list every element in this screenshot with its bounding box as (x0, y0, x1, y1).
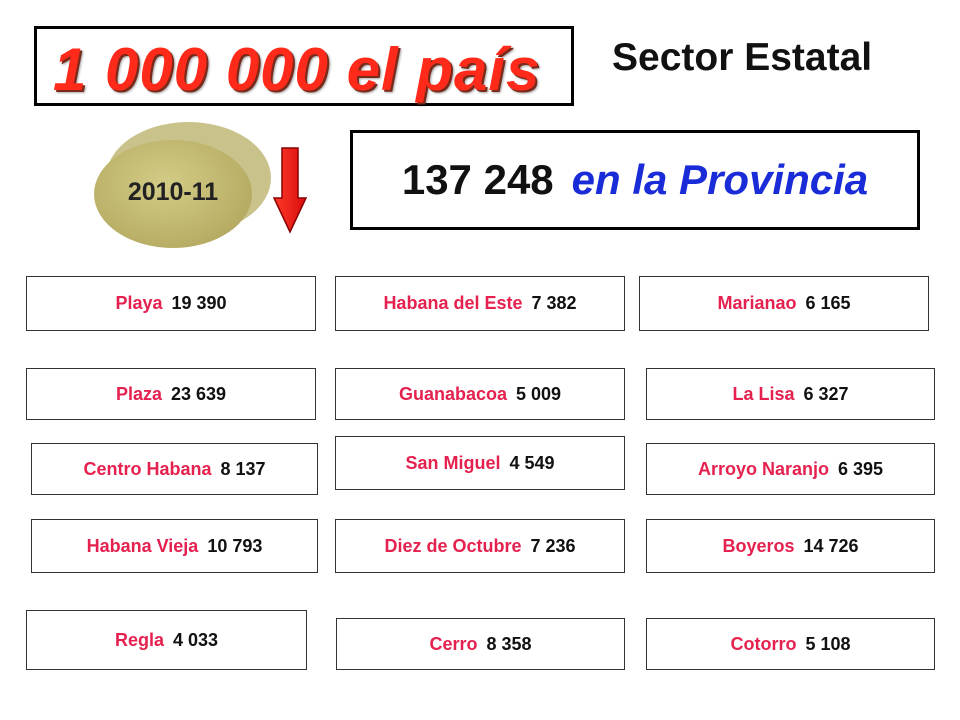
title-box: 1 000 000 el país (34, 26, 574, 106)
municipio-value: 10 793 (207, 535, 263, 556)
municipio-name: Guanabacoa (398, 383, 507, 404)
municipio-value: 4 549 (509, 452, 555, 473)
year-label: 2010-11 (127, 178, 219, 206)
municipio-name: Arroyo Naranjo (697, 458, 829, 479)
municipio-cell: Cerro 8 358 (336, 618, 625, 670)
municipio-name: Diez de Octubre (384, 535, 522, 556)
municipio-name: La Lisa (732, 383, 795, 404)
municipio-cell: San Miguel 4 549 (335, 436, 625, 490)
municipio-name: Centro Habana (83, 458, 212, 479)
municipio-value: 6 165 (805, 293, 851, 313)
municipio-cell: Marianao 6 165 (639, 276, 929, 331)
municipio-value: 14 726 (803, 535, 859, 556)
municipio-cell: Habana del Este 7 382 (335, 276, 625, 331)
municipio-name: San Miguel (405, 452, 501, 473)
municipio-name: Cotorro (730, 633, 797, 654)
municipio-cell: Playa 19 390 (26, 276, 316, 331)
municipio-cell: Boyeros 14 726 (646, 519, 935, 573)
municipio-cell: Arroyo Naranjo 6 395 (646, 443, 935, 495)
year-disc: 2010-11 (88, 118, 278, 248)
municipio-cell: Regla 4 033 (26, 610, 307, 670)
municipio-value: 6 395 (837, 458, 884, 479)
municipio-cell: Habana Vieja 10 793 (31, 519, 318, 573)
municipio-cell: Plaza 23 639 (26, 368, 316, 420)
municipio-cell: Centro Habana 8 137 (31, 443, 318, 495)
municipio-value: 8 358 (486, 633, 532, 654)
municipio-name: Marianao (717, 293, 797, 313)
municipio-value: 5 009 (516, 383, 562, 404)
province-total: 137 248 (401, 156, 554, 203)
municipio-value: 7 236 (530, 535, 576, 556)
municipio-value: 19 390 (171, 293, 227, 313)
municipio-value: 8 137 (220, 458, 266, 479)
province-box: 137 248 en la Provincia (350, 130, 920, 230)
municipio-name: Plaza (115, 383, 162, 404)
sector-label: Sector Estatal (612, 36, 873, 79)
municipio-cell: Cotorro 5 108 (646, 618, 935, 670)
page-title: 1 000 000 el país (53, 36, 541, 103)
municipio-cell: La Lisa 6 327 (646, 368, 935, 420)
municipio-value: 7 382 (531, 293, 577, 313)
municipio-name: Cerro (429, 633, 478, 654)
municipio-name: Habana Vieja (86, 535, 199, 556)
municipio-value: 6 327 (803, 383, 849, 404)
down-arrow-icon (272, 147, 308, 234)
municipio-name: Boyeros (722, 535, 795, 556)
municipio-value: 4 033 (172, 629, 219, 650)
municipio-name: Playa (115, 293, 163, 313)
municipio-name: Habana del Este (383, 293, 523, 313)
municipio-value: 5 108 (805, 633, 851, 654)
disc-front-shape (94, 140, 252, 248)
municipio-cell: Diez de Octubre 7 236 (335, 519, 625, 573)
municipio-value: 23 639 (170, 383, 227, 404)
province-label: en la Provincia (571, 156, 869, 203)
municipio-name: Regla (114, 629, 164, 650)
municipio-cell: Guanabacoa 5 009 (335, 368, 625, 420)
